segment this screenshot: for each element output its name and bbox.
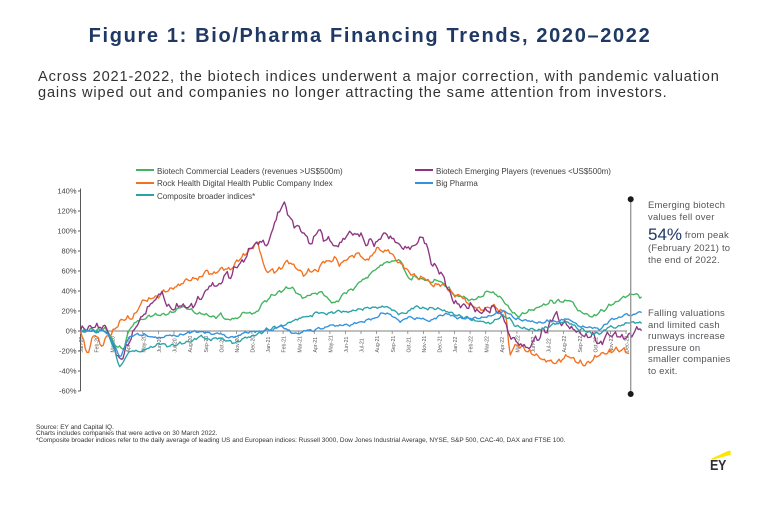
svg-text:Apr-22: Apr-22: [500, 337, 506, 353]
svg-text:Oct-21: Oct-21: [406, 337, 412, 353]
svg-text:-60%: -60%: [59, 387, 77, 396]
svg-text:Nov-21: Nov-21: [422, 336, 428, 353]
svg-text:May-21: May-21: [329, 335, 335, 352]
svg-text:Aug-20: Aug-20: [188, 336, 194, 353]
svg-text:Sep-22: Sep-22: [578, 336, 584, 353]
svg-text:100%: 100%: [57, 227, 77, 236]
svg-text:Feb-21: Feb-21: [282, 336, 288, 353]
svg-text:Dec-20: Dec-20: [251, 336, 257, 353]
svg-text:Dec-22: Dec-22: [625, 336, 631, 353]
svg-text:Feb-22: Feb-22: [469, 336, 475, 353]
svg-text:Jul-21: Jul-21: [360, 338, 366, 352]
svg-text:Jun-21: Jun-21: [344, 337, 350, 353]
svg-text:Aug-22: Aug-22: [562, 336, 568, 353]
svg-text:Jul-22: Jul-22: [547, 338, 553, 352]
svg-text:Jun-22: Jun-22: [531, 337, 537, 353]
svg-text:Sep-21: Sep-21: [391, 336, 397, 353]
svg-text:May-20: May-20: [141, 335, 147, 352]
svg-text:Dec-21: Dec-21: [438, 336, 444, 353]
svg-text:-40%: -40%: [59, 367, 77, 376]
svg-text:Nov-20: Nov-20: [235, 336, 241, 353]
svg-text:-20%: -20%: [59, 347, 77, 356]
svg-text:Feb-20: Feb-20: [95, 336, 101, 353]
svg-text:Apr-21: Apr-21: [313, 337, 319, 353]
svg-text:Sep-20: Sep-20: [204, 336, 210, 353]
svg-text:140%: 140%: [57, 187, 77, 196]
svg-text:Jan-22: Jan-22: [453, 337, 459, 353]
svg-text:Aug-21: Aug-21: [375, 336, 381, 353]
svg-text:80%: 80%: [61, 247, 76, 256]
svg-text:Oct-20: Oct-20: [219, 337, 225, 353]
svg-text:Mar-21: Mar-21: [297, 336, 303, 353]
svg-text:40%: 40%: [61, 287, 76, 296]
svg-text:120%: 120%: [57, 207, 77, 216]
svg-text:Nov-22: Nov-22: [609, 336, 615, 353]
svg-text:60%: 60%: [61, 267, 76, 276]
svg-text:0%: 0%: [66, 327, 77, 336]
svg-text:20%: 20%: [61, 307, 76, 316]
svg-text:Oct-22: Oct-22: [593, 337, 599, 353]
svg-text:Mar-22: Mar-22: [484, 336, 490, 353]
svg-text:Jan-20: Jan-20: [79, 337, 85, 353]
svg-text:Jan-21: Jan-21: [266, 337, 272, 353]
